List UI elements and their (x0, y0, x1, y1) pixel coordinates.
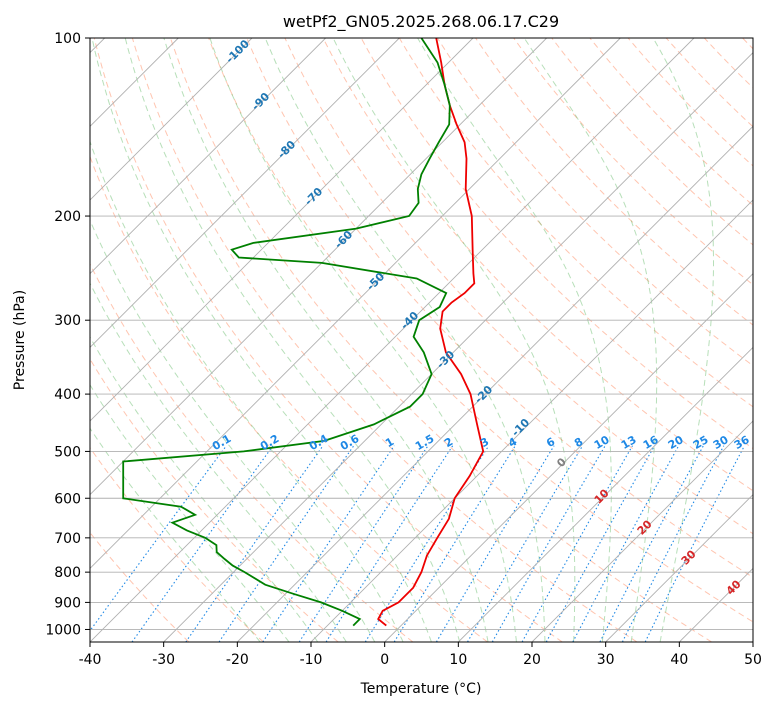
mixing-ratio-line (545, 445, 656, 642)
dry-adiabat (398, 38, 753, 408)
mixing-ratio-line (393, 445, 516, 642)
isotherm-line (90, 38, 474, 422)
y-tick-label: 900 (54, 595, 81, 611)
x-tick-label: -10 (300, 652, 323, 668)
y-tick-label: 600 (54, 491, 81, 507)
dry-adiabat (90, 446, 264, 642)
mixing-ratio-line (90, 445, 227, 632)
isotherm-line (310, 199, 753, 642)
temperature-profile-line (377, 38, 485, 627)
x-axis-label: Temperature (°C) (360, 681, 482, 697)
dewpoint-profile-line (122, 38, 451, 627)
x-tick-label: -20 (226, 652, 249, 668)
x-tick-label: -40 (79, 652, 102, 668)
mixing-ratio-line (325, 445, 454, 642)
chart-title: wetPf2_GN05.2025.268.06.17.C29 (283, 12, 559, 32)
isotherm-line (90, 38, 695, 642)
dry-adiabat (246, 38, 753, 578)
mixing-ratio-line (491, 445, 606, 642)
x-tick-label: 10 (449, 652, 467, 668)
plot-frame (89, 37, 754, 643)
dry-adiabat (322, 38, 753, 492)
isotherm-line (90, 38, 400, 348)
dry-adiabat (208, 38, 753, 623)
isotherm-line (90, 38, 621, 569)
y-tick-label: 100 (54, 31, 81, 47)
moist-adiabat (90, 427, 261, 642)
isotherm-line (90, 38, 547, 496)
dry-adiabat (131, 38, 638, 642)
isotherm-line (384, 273, 753, 642)
moist-adiabat (90, 139, 404, 642)
mixing-ratio-line (131, 445, 274, 642)
moist-adiabat (209, 38, 517, 642)
moist-adiabat (124, 38, 461, 642)
y-tick-label: 500 (54, 444, 81, 460)
y-tick-label: 700 (54, 531, 81, 547)
plot-background (90, 38, 753, 642)
isotherm-line (90, 38, 326, 275)
y-tick-label: 400 (54, 387, 81, 403)
isotherm-line (458, 346, 753, 642)
mixing-ratio-line (572, 445, 680, 642)
isotherm-line (531, 420, 753, 642)
isotherm-line (90, 38, 253, 201)
dry-adiabat (627, 38, 753, 167)
moist-adiabat (163, 38, 489, 642)
mixing-ratio-line (262, 445, 395, 642)
mixing-ratio-line (467, 445, 584, 642)
dry-adiabat (90, 262, 414, 642)
moist-adiabat (90, 383, 290, 642)
y-tick-label: 1000 (45, 622, 81, 638)
y-tick-label: 800 (54, 565, 81, 581)
mixing-ratio-line (644, 445, 745, 642)
x-tick-label: 20 (523, 652, 541, 668)
moist-adiabat (417, 38, 612, 642)
isotherm-line (163, 52, 753, 642)
dry-adiabat (513, 38, 753, 286)
mixing-ratio-line (599, 445, 704, 642)
x-tick-label: 50 (744, 652, 762, 668)
isotherm-line (605, 494, 753, 642)
moist-adiabat (332, 38, 576, 642)
y-tick-label: 300 (54, 313, 81, 329)
moist-adiabat (90, 282, 347, 642)
x-tick-label: 0 (380, 652, 389, 668)
isotherm-line (752, 641, 753, 642)
tick-layer: -40 -30 -20 -10 0 10 20 30 40 50 100 200 300 400 500 60… (45, 31, 762, 668)
dry-adiabat (475, 38, 753, 326)
dry-adiabat (93, 38, 563, 642)
moist-adiabat (264, 38, 546, 642)
moist-adiabat (90, 218, 376, 642)
data-layer (122, 38, 485, 627)
x-tick-label: -30 (152, 652, 175, 668)
x-tick-label: 40 (670, 652, 688, 668)
moist-adiabat (652, 38, 714, 642)
grid-layer (90, 38, 753, 642)
mixing-ratio-line (298, 445, 429, 642)
mixing-ratio-line (521, 445, 633, 642)
y-axis-label: Pressure (hPa) (12, 290, 28, 390)
moist-adiabat (90, 336, 319, 642)
y-tick-label: 200 (54, 209, 81, 225)
isotherm-line (237, 125, 753, 642)
moist-adiabat (523, 38, 658, 642)
moist-adiabat (91, 38, 432, 642)
x-tick-label: 30 (597, 652, 615, 668)
